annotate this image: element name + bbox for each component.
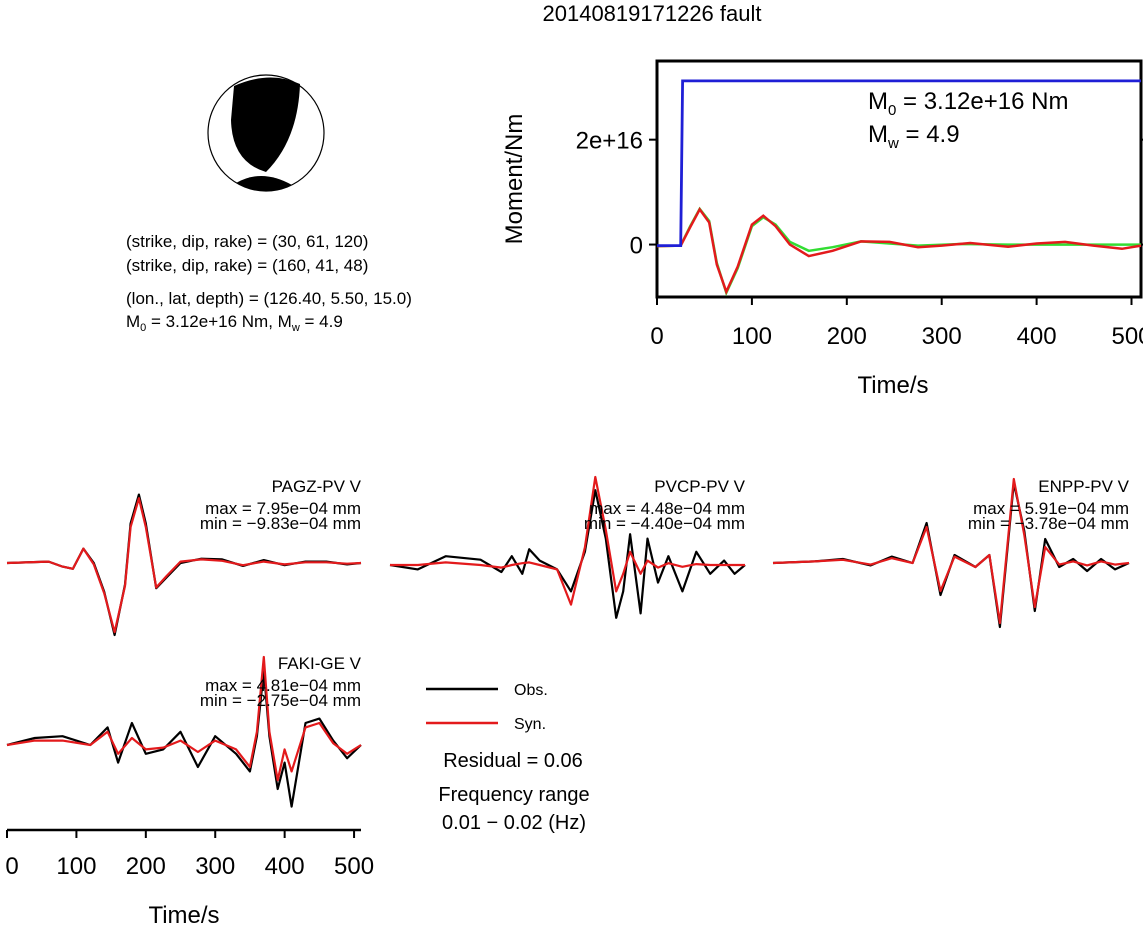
station-min: min = −3.78e−04 mm [968, 514, 1129, 533]
moment-xtick-label: 0 [650, 323, 663, 350]
observed-trace [6, 669, 362, 808]
station-max: max = 4.48e−04 mm [589, 499, 745, 518]
nodal-plane-2: (strike, dip, rake) = (160, 41, 48) [126, 256, 368, 275]
station-max: max = 5.91e−04 mm [973, 499, 1129, 518]
frequency-label: Frequency range [438, 784, 589, 806]
moment-ytick-label: 2e+16 [576, 128, 643, 155]
residual-text: Residual = 0.06 [443, 750, 583, 772]
moment-xtick-label: 500 [1111, 323, 1143, 350]
m0-annotation: M0 = 3.12e+16 Nm [868, 88, 1068, 119]
moment-xtick-label: 100 [732, 323, 772, 350]
beachball [207, 74, 325, 192]
station-max: max = 7.95e−04 mm [205, 499, 361, 518]
figure-title: 20140819171226 fault [543, 1, 762, 26]
moment-line: M0 = 3.12e+16 Nm, Mw = 4.9 [126, 312, 343, 334]
waveform-xtick-label: 400 [265, 853, 305, 880]
station-name: ENPP-PV V [1038, 477, 1129, 496]
waveform-axis: 0 100 200 300 400 500 [5, 828, 374, 880]
legend-syn-label: Syn. [514, 716, 546, 733]
legend: Obs. Syn. Residual = 0.06 Frequency rang… [426, 682, 590, 834]
cumulative-moment-line [657, 79, 1141, 247]
station-name: FAKI-GE V [278, 654, 362, 673]
moment-chart: 010020030040050002e+16 Moment/Nm Time/s … [501, 59, 1143, 399]
waveform-xtick-label: 0 [5, 853, 18, 880]
location-line: (lon., lat, depth) = (126.40, 5.50, 15.0… [126, 289, 412, 308]
moment-xtick-label: 200 [827, 323, 867, 350]
nodal-plane-1: (strike, dip, rake) = (30, 61, 120) [126, 232, 368, 251]
waveform-xtick-label: 300 [195, 853, 235, 880]
waveform-xtick-label: 500 [334, 853, 374, 880]
mw-annotation: Mw = 4.9 [868, 121, 960, 152]
frequency-value: 0.01 − 0.02 (Hz) [442, 812, 586, 834]
moment-chart-frame [655, 59, 1143, 299]
station-min: min = −2.75e−04 mm [200, 691, 361, 710]
station-min: min = −4.40e−04 mm [584, 514, 745, 533]
synthetic-trace [6, 497, 362, 634]
waveform-xtick-label: 100 [56, 853, 96, 880]
station-max: max = 4.81e−04 mm [205, 676, 361, 695]
synthetic-trace [772, 477, 1130, 625]
legend-obs-label: Obs. [514, 682, 548, 699]
waveform-xtick-label: 200 [126, 853, 166, 880]
moment-ylabel: Moment/Nm [501, 114, 528, 245]
synthetic-trace [6, 655, 362, 782]
station-name: PVCP-PV V [654, 477, 745, 496]
moment-xlabel: Time/s [857, 372, 928, 399]
moment-xtick-label: 300 [922, 323, 962, 350]
station-name: PAGZ-PV V [272, 477, 362, 496]
synthetic-trace [390, 475, 745, 606]
waveform-xlabel: Time/s [148, 902, 219, 926]
moment-xtick-label: 400 [1017, 323, 1057, 350]
source-time-curve-0 [656, 206, 1141, 297]
moment-ytick-label: 0 [630, 233, 643, 260]
mechanism-info: (strike, dip, rake) = (30, 61, 120) (str… [126, 232, 412, 334]
station-min: min = −9.83e−04 mm [200, 514, 361, 533]
source-time-curve-1 [656, 207, 1142, 296]
